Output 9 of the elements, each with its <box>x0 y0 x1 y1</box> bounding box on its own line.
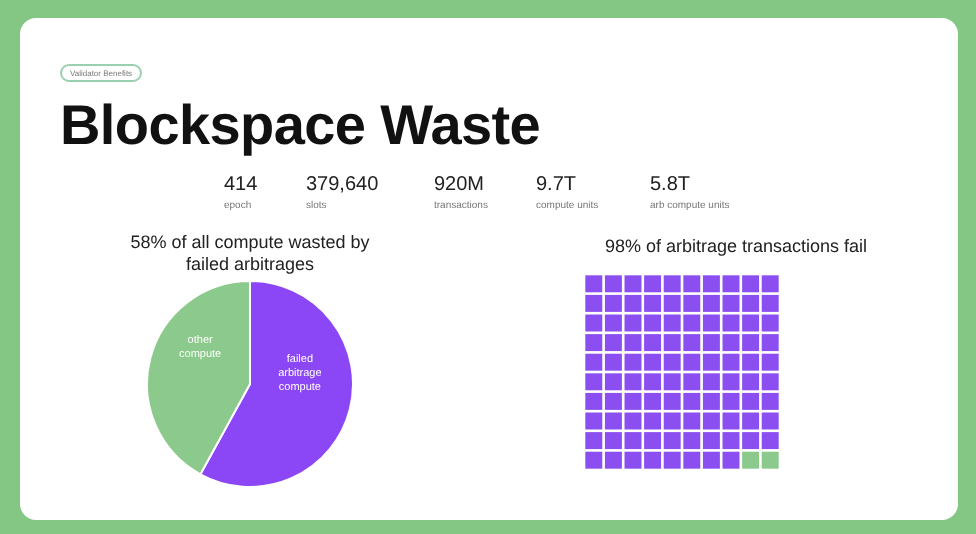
text: Blockspace Waste <box>60 94 541 158</box>
text: 379,640 <box>306 174 379 196</box>
text: of arbitrage transactions fail <box>645 236 868 256</box>
text: 920M <box>434 174 485 196</box>
text: 5.8T <box>650 174 691 196</box>
text: 414 <box>224 174 258 196</box>
chart-title: 58% of all compute wasted by failed arbitrages <box>130 232 370 276</box>
text: 9.7T <box>536 174 577 196</box>
data-label: 98% <box>604 236 641 256</box>
